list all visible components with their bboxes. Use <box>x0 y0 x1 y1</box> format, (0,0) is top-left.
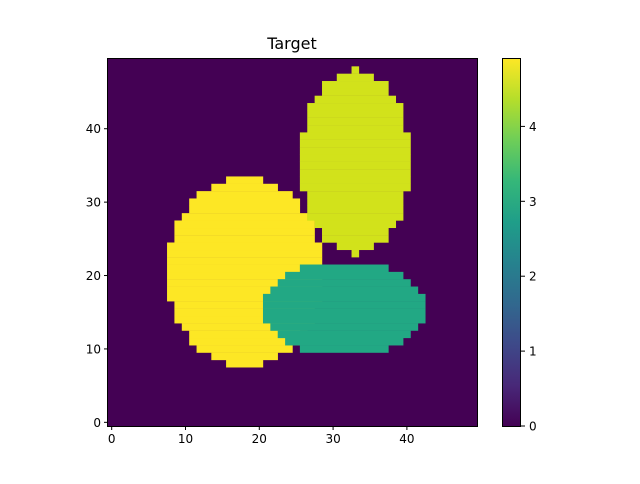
heatmap-region-2-row <box>322 88 389 96</box>
heatmap-region-2-row <box>336 73 374 82</box>
heatmap-region-1-row <box>167 257 323 265</box>
heatmap-region-2-row <box>299 176 411 184</box>
heatmap-region-2-row <box>307 103 404 111</box>
heatmap-region-3-row <box>299 345 389 353</box>
heatmap-region-2-row <box>322 235 389 243</box>
heatmap-region-1-row <box>181 213 308 221</box>
x-tick-label: 0 <box>108 432 116 446</box>
heatmap-region-1-row <box>167 286 323 295</box>
colorbar-tick-label: 1 <box>529 345 537 359</box>
heatmap-region-3-row <box>262 315 426 324</box>
heatmap-region-1-row <box>167 242 323 251</box>
heatmap-region-2-row <box>299 169 411 177</box>
colorbar-tick-label: 0 <box>529 420 537 434</box>
heatmap-region-2-row <box>299 132 411 140</box>
heatmap-region-1-row <box>189 205 301 214</box>
heatmap-region-1-row <box>167 293 323 302</box>
heatmap-region-2-row <box>299 154 411 162</box>
heatmap-region-3-row <box>277 279 411 287</box>
heatmap-region-2-row <box>307 125 404 133</box>
y-tick-label: 10 <box>86 342 101 356</box>
heatmap-region-2-row <box>351 249 360 258</box>
heatmap-cells <box>108 59 477 426</box>
heatmap-region-1-row <box>211 183 278 192</box>
heatmap-region-3-row <box>285 337 404 346</box>
heatmap-region-1-row <box>174 235 315 243</box>
heatmap-region-2-row <box>307 205 404 214</box>
heatmap-region-3-row <box>262 301 426 309</box>
heatmap-region-3-row <box>270 323 419 331</box>
heatmap-region-2-row <box>307 117 404 126</box>
heatmap-region-2-row <box>314 220 397 229</box>
heatmap-region-1-row <box>174 315 315 324</box>
heatmap-region-1-row <box>196 191 293 199</box>
heatmap-region-1-row <box>211 352 278 361</box>
heatmap-region-3-row <box>277 330 411 339</box>
heatmap-region-1-row <box>174 301 315 309</box>
y-tick-label: 20 <box>86 269 101 283</box>
heatmap-region-2-row <box>299 147 411 155</box>
heatmap-region-3-row <box>262 308 426 317</box>
heatmap-region-1-row <box>189 337 301 346</box>
heatmap-region-2-row <box>307 191 404 199</box>
heatmap-region-1-row <box>226 176 264 184</box>
heatmap-region-3-row <box>270 286 419 295</box>
heatmap-region-1-row <box>174 220 315 229</box>
heatmap-region-1-row <box>167 271 323 280</box>
heatmap-region-1-row <box>167 264 323 273</box>
heatmap-region-2-row <box>299 161 411 170</box>
heatmap-region-1-row <box>167 249 323 258</box>
heatmap-region-2-row <box>314 95 397 104</box>
heatmap-region-1-row <box>174 308 315 317</box>
colorbar-axis: 0 1 2 3 4 <box>521 120 537 434</box>
x-tick-label: 10 <box>178 432 193 446</box>
x-tick-label: 40 <box>399 432 414 446</box>
heatmap-region-2-row <box>299 183 411 192</box>
heatmap-region-1-row <box>189 330 301 339</box>
heatmap-region-1-row <box>181 323 308 331</box>
heatmap-region-3-row <box>262 293 426 302</box>
colorbar <box>502 58 521 427</box>
heatmap-region-1-row <box>167 279 323 287</box>
heatmap-region-3-row <box>285 271 404 280</box>
x-tick-label: 30 <box>325 432 340 446</box>
heatmap-region-3-row <box>299 264 389 273</box>
y-tick-label: 0 <box>93 416 101 430</box>
heatmap-region-1-row <box>226 359 264 368</box>
heatmap-region-2-row <box>307 213 404 221</box>
x-tick-label: 20 <box>252 432 267 446</box>
x-axis: 0 10 20 30 40 <box>108 426 415 446</box>
y-tick-label: 40 <box>86 122 101 136</box>
heatmap-region-2-row <box>299 139 411 148</box>
heatmap-region-1-row <box>189 198 301 206</box>
heatmap-region-2-row <box>307 110 404 118</box>
heatmap-region-2-row <box>307 198 404 206</box>
heatmap-region-1-row <box>196 345 293 353</box>
colorbar-tick-label: 2 <box>529 270 537 284</box>
colorbar-tick-label: 3 <box>529 195 537 209</box>
heatmap-region-2-row <box>336 242 374 251</box>
plot-frame <box>107 58 478 427</box>
y-axis: 0 10 20 30 40 <box>86 122 108 430</box>
heatmap-region-2-row <box>322 81 389 89</box>
y-tick-label: 30 <box>86 196 101 210</box>
chart-title: Target <box>266 34 317 53</box>
heatmap-region-1-row <box>174 227 315 236</box>
heatmap-region-2-row <box>351 66 360 74</box>
heatmap-region-2-row <box>322 227 389 236</box>
colorbar-tick-label: 4 <box>529 120 537 134</box>
